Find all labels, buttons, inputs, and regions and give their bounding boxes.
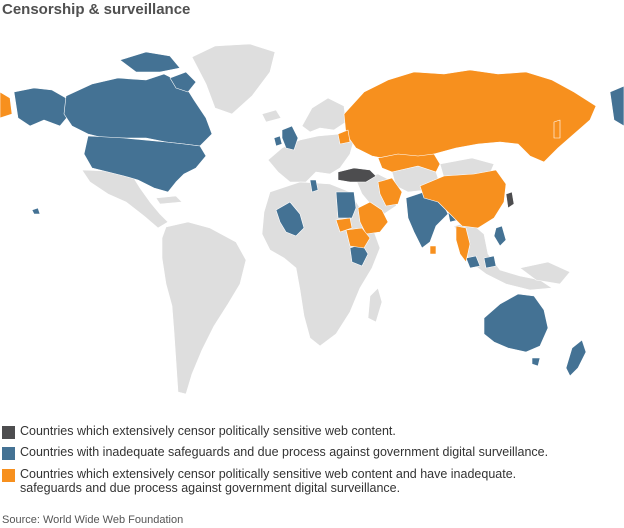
legend-swatch-surveillance	[2, 447, 15, 460]
mali	[275, 201, 305, 237]
world-map	[0, 22, 624, 417]
mexico-central-america	[81, 169, 169, 229]
russia-west-edge	[0, 91, 13, 119]
thailand	[455, 225, 471, 263]
sri-lanka	[429, 245, 437, 255]
region-both	[0, 69, 597, 263]
russia	[343, 69, 597, 163]
tunisia	[309, 179, 319, 193]
philippines	[493, 225, 507, 247]
baffin	[169, 71, 197, 93]
legend-swatch-both	[2, 469, 15, 482]
south-america	[161, 221, 247, 395]
borneo	[483, 255, 497, 269]
legend-label-surveillance: Countries with inadequate safeguards and…	[20, 445, 549, 459]
saudi-arabia	[357, 201, 389, 235]
iceland	[261, 109, 282, 123]
iran	[377, 177, 403, 207]
malaysia	[465, 255, 481, 269]
ireland	[273, 135, 283, 147]
uk	[281, 125, 299, 151]
greenland	[191, 43, 276, 115]
south-korea	[505, 191, 515, 209]
egypt	[335, 191, 357, 219]
region-surveillance	[13, 51, 624, 377]
legend-label-both: Countries which extensively censor polit…	[20, 467, 517, 495]
madagascar	[367, 287, 383, 323]
region-censor	[337, 167, 515, 209]
ethiopia	[345, 227, 371, 249]
canada-arctic	[119, 51, 181, 73]
kazakhstan	[377, 153, 441, 173]
legend-label-censor: Countries which extensively censor polit…	[20, 424, 396, 438]
far-east-edge	[609, 85, 624, 127]
tasmania	[531, 357, 541, 367]
source-note: Source: World Wide Web Foundation	[2, 514, 184, 526]
caribbean	[155, 195, 183, 205]
world-map-svg	[0, 43, 624, 395]
legend-swatch-censor	[2, 426, 15, 439]
alaska	[13, 87, 71, 127]
new-zealand	[565, 339, 587, 377]
sakhalin	[553, 119, 561, 139]
usa	[83, 135, 207, 193]
australia	[483, 293, 549, 353]
papua	[519, 261, 571, 285]
hawaii	[31, 207, 41, 215]
belarus	[337, 129, 351, 145]
china	[419, 169, 507, 229]
sudan	[335, 217, 353, 233]
turkey	[337, 167, 377, 183]
map-title: Censorship & surveillance	[2, 1, 191, 18]
scandinavia	[301, 97, 347, 133]
